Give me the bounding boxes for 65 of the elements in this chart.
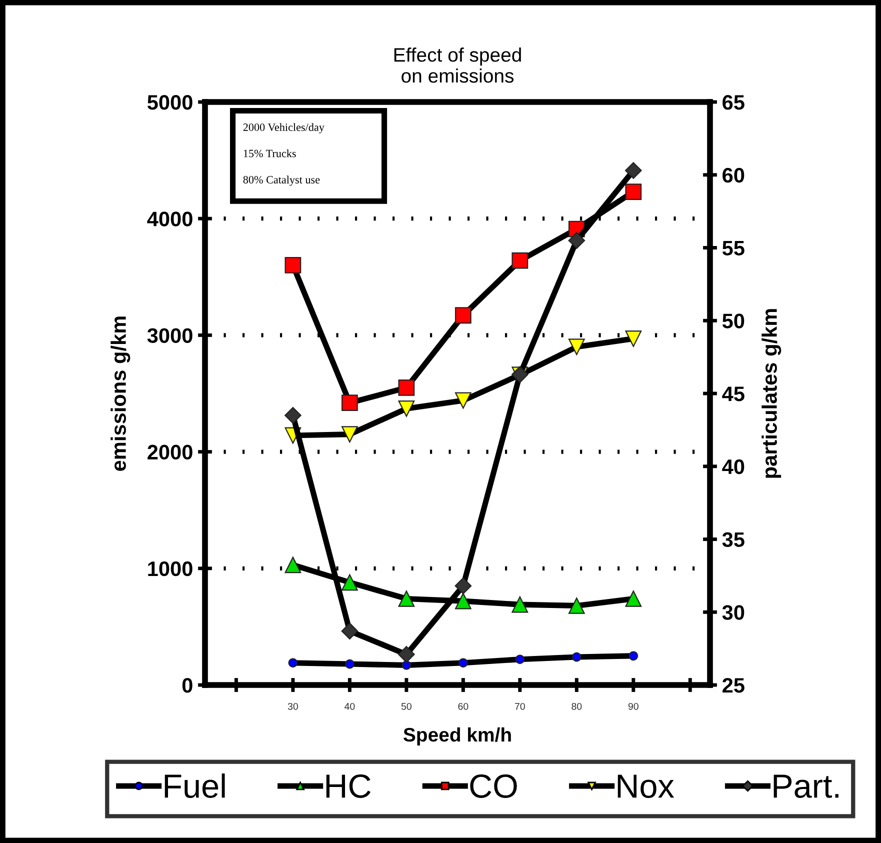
point [342, 426, 358, 443]
y2-tick-label: 35 [722, 532, 744, 548]
point [512, 596, 528, 613]
point [344, 659, 354, 669]
chart-title: Effect of speed on emissions [394, 48, 521, 83]
point [284, 257, 302, 274]
legend-label: Fuel [164, 773, 225, 798]
y2-tick-label: 30 [722, 605, 744, 620]
y-tick-label: 2000 [148, 444, 192, 460]
point [342, 574, 358, 591]
point [568, 232, 586, 249]
point [342, 394, 358, 412]
y-axis-title: emissions g/km [110, 316, 130, 471]
point [625, 184, 642, 200]
y-tick-label: 0 [182, 678, 192, 693]
point [568, 598, 585, 614]
point [398, 379, 415, 396]
x-axis-title: Speed km/h [403, 727, 511, 746]
point [568, 338, 585, 356]
y-tick-label: 4000 [147, 212, 192, 226]
legend-label: HC [326, 774, 371, 798]
y2-tick-label: 65 [722, 95, 744, 110]
legend-label: Part. [774, 774, 838, 798]
point [454, 577, 472, 594]
point [288, 658, 298, 668]
y2-tick-label: 60 [722, 168, 744, 183]
point [398, 400, 415, 417]
legend-label: Nox [618, 774, 674, 798]
point [515, 654, 525, 664]
point [512, 252, 528, 269]
y2-axis-title: particulates g/km [762, 309, 782, 478]
x-tick-label: 80 [572, 702, 582, 710]
annotation: 2000 Vehicles/day [243, 123, 324, 134]
annotation: 80% Catalyst use [243, 176, 320, 186]
y-tick-label: 5000 [147, 95, 192, 110]
y-tick-label: 3000 [147, 328, 192, 343]
y2-tick-label: 55 [722, 240, 744, 256]
point [625, 330, 642, 347]
annotation: 15% Trucks [244, 149, 296, 158]
point [624, 162, 642, 179]
point [572, 652, 582, 662]
x-tick-label: 70 [515, 702, 525, 710]
y-tick-label: 1000 [148, 561, 192, 576]
point [402, 660, 412, 670]
point [398, 590, 415, 607]
x-tick-label: 40 [344, 702, 355, 710]
point [284, 406, 302, 424]
point [454, 392, 472, 409]
legend-label: CO [470, 774, 517, 798]
point [341, 622, 358, 640]
point [625, 590, 642, 607]
x-tick-label: 60 [458, 702, 468, 710]
point [628, 651, 638, 661]
y2-tick-label: 40 [722, 459, 744, 474]
y2-tick-label: 45 [722, 386, 744, 402]
point [284, 556, 302, 574]
y2-tick-label: 25 [722, 678, 744, 693]
x-tick-label: 90 [628, 702, 638, 710]
x-tick-label: 30 [288, 702, 298, 710]
point [398, 646, 415, 663]
point [458, 658, 468, 668]
point [454, 592, 472, 610]
point [454, 307, 472, 324]
y2-tick-label: 50 [722, 314, 744, 328]
x-tick-label: 50 [401, 702, 412, 710]
